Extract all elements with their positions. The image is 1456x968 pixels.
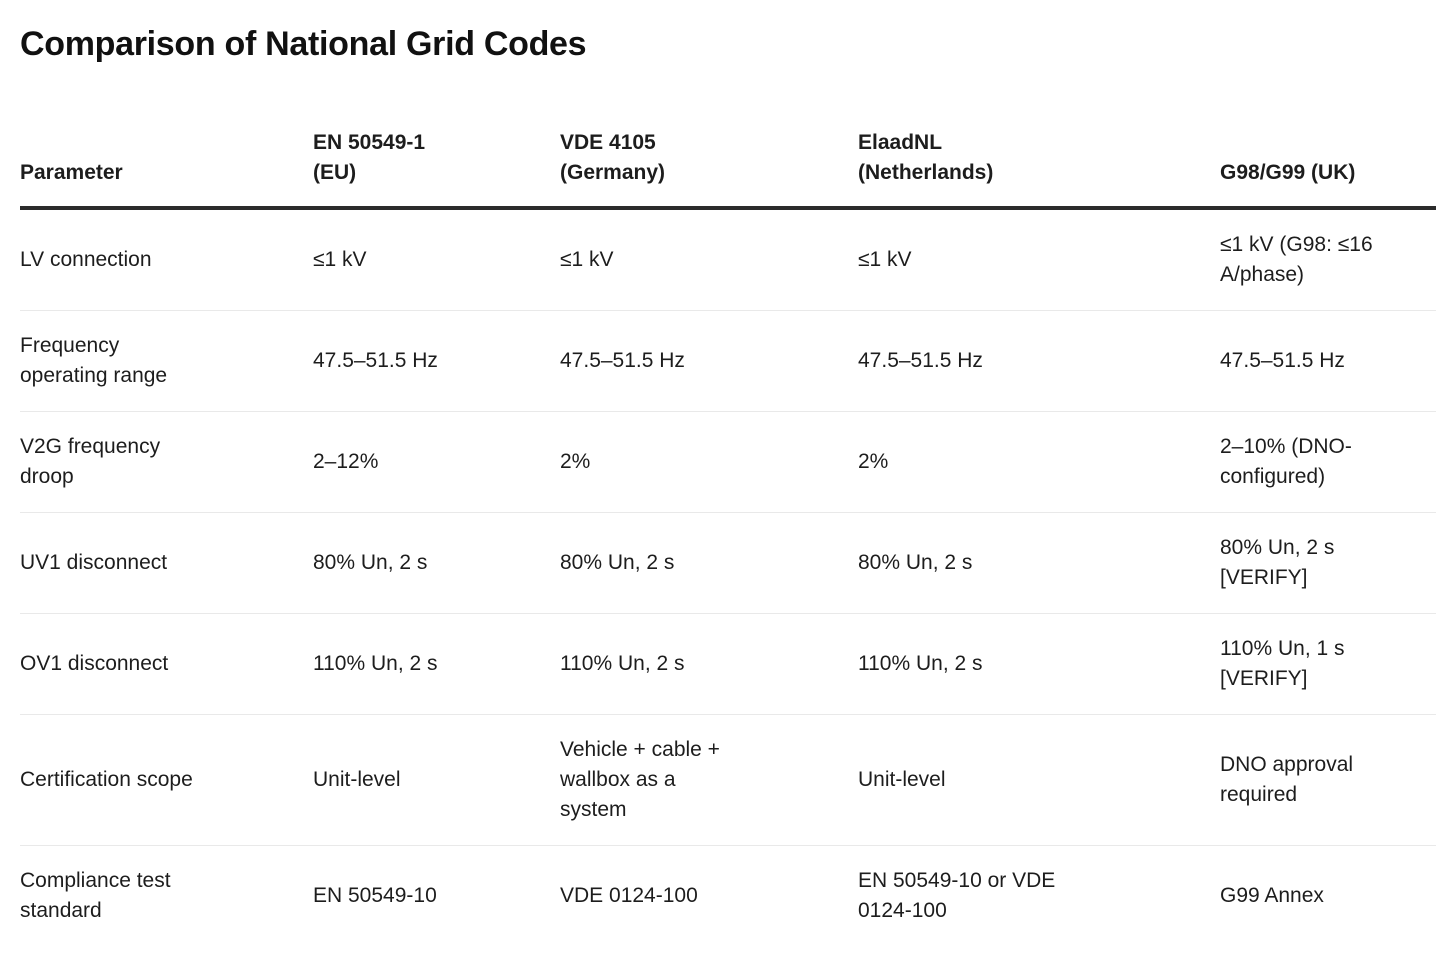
cell-value: ≤1 kV: [313, 207, 560, 311]
cell-value: 47.5–51.5 Hz: [560, 310, 858, 412]
table-row-ov1-disconnect: OV1 disconnect 110% Un, 2 s 110% Un, 2 s…: [20, 613, 1436, 715]
table-row-compliance-test-standard: Compliance test standard EN 50549-10 VDE…: [20, 845, 1436, 946]
table-row-certification-scope: Certification scope Unit-level Vehicle +…: [20, 714, 1436, 846]
table-row-uv1-disconnect: UV1 disconnect 80% Un, 2 s 80% Un, 2 s 8…: [20, 512, 1436, 614]
column-header-en-50549-1-eu: EN 50549-1 (EU): [313, 127, 560, 210]
page-title: Comparison of National Grid Codes: [20, 25, 587, 63]
cell-value: 80% Un, 2 s: [858, 512, 1220, 614]
column-header-vde-4105-germany: VDE 4105 (Germany): [560, 127, 858, 210]
cell-value: Vehicle + cable + wallbox as a system: [560, 714, 858, 846]
table-header-row: Parameter EN 50549-1 (EU) VDE 4105 (Germ…: [20, 127, 1436, 210]
grid-codes-table: Parameter EN 50549-1 (EU) VDE 4105 (Germ…: [20, 127, 1436, 946]
cell-value: EN 50549-10: [313, 883, 437, 907]
column-header-elaadnl-netherlands: ElaadNL (Netherlands): [858, 127, 1220, 210]
cell-value: 110% Un, 2 s: [313, 613, 560, 715]
row-parameter: OV1 disconnect: [20, 613, 313, 715]
cell-value: 2%: [560, 411, 858, 513]
cell-value: Unit-level: [858, 714, 1220, 846]
cell-value: 47.5–51.5 Hz: [858, 310, 1220, 412]
row-parameter: Frequency operating range: [20, 310, 313, 412]
cell-value: 2%: [858, 411, 1220, 513]
cell-value: 110% Un, 2 s: [858, 613, 1220, 715]
cell-value: 80% Un, 2 s: [560, 512, 858, 614]
cell-value: G99 Annex: [1220, 883, 1324, 907]
table-row-frequency-operating-range: Frequency operating range 47.5–51.5 Hz 4…: [20, 310, 1436, 412]
cell-value: 2–10% (DNO- configured): [1220, 411, 1436, 513]
cell-value: 110% Un, 1 s [VERIFY]: [1220, 613, 1436, 715]
row-parameter: LV connection: [20, 207, 313, 311]
cell-value: EN 50549-10 or VDE 0124-100: [858, 868, 1056, 922]
row-parameter: Certification scope: [20, 714, 313, 846]
cell-value: Unit-level: [313, 714, 560, 846]
table-row-lv-connection: LV connection ≤1 kV ≤1 kV ≤1 kV ≤1 kV (G…: [20, 207, 1436, 311]
cell-value: 2–12%: [313, 411, 560, 513]
cell-value: 47.5–51.5 Hz: [313, 310, 560, 412]
cell-value: 110% Un, 2 s: [560, 613, 858, 715]
row-parameter: UV1 disconnect: [20, 512, 313, 614]
cell-value: 47.5–51.5 Hz: [1220, 310, 1436, 412]
column-header-g98-g99-uk: G98/G99 (UK): [1220, 127, 1436, 210]
cell-value: DNO approval required: [1220, 714, 1436, 846]
cell-value: 80% Un, 2 s [VERIFY]: [1220, 512, 1436, 614]
cell-value: VDE 0124-100: [560, 883, 698, 907]
row-parameter: V2G frequency droop: [20, 411, 313, 513]
cell-value: ≤1 kV (G98: ≤16 A/phase): [1220, 207, 1436, 311]
cell-value: 80% Un, 2 s: [313, 512, 560, 614]
cell-value: ≤1 kV: [858, 207, 1220, 311]
cell-value: ≤1 kV: [560, 207, 858, 311]
table-row-v2g-frequency-droop: V2G frequency droop 2–12% 2% 2% 2–10% (D…: [20, 411, 1436, 513]
column-header-parameter: Parameter: [20, 127, 313, 210]
row-parameter: Compliance test standard: [20, 868, 171, 922]
